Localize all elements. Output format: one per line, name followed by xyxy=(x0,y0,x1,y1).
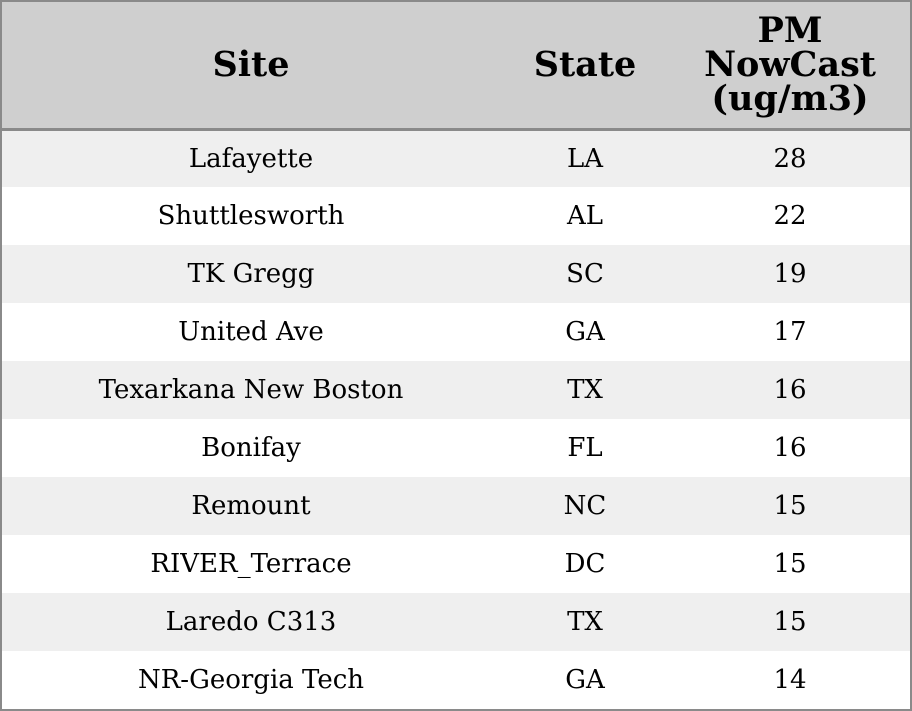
cell-site: Bonifay xyxy=(201,433,301,463)
table-row: TK Gregg SC 19 xyxy=(2,245,910,303)
table-row: Laredo C313 TX 15 xyxy=(2,593,910,651)
cell-site: Shuttlesworth xyxy=(157,201,345,231)
cell-state: TX xyxy=(567,607,603,637)
cell-pm-nowcast: 17 xyxy=(773,317,807,347)
table-header: Site State PM NowCast (ug/m3) xyxy=(2,2,910,131)
cell-site: Texarkana New Boston xyxy=(98,375,404,405)
cell-pm-nowcast: 28 xyxy=(773,143,807,174)
header-state: State xyxy=(500,2,670,131)
cell-pm-nowcast: 14 xyxy=(773,665,807,695)
cell-state: DC xyxy=(564,549,606,579)
table-row: RIVER_Terrace DC 15 xyxy=(2,535,910,593)
table-row: Bonifay FL 16 xyxy=(2,419,910,477)
cell-site: Lafayette xyxy=(188,143,314,174)
cell-pm-nowcast: 16 xyxy=(773,433,807,463)
cell-site: NR-Georgia Tech xyxy=(137,665,365,695)
header-site: Site xyxy=(2,2,500,131)
cell-state: GA xyxy=(565,665,605,695)
cell-pm-nowcast: 16 xyxy=(773,375,807,405)
cell-site: TK Gregg xyxy=(187,259,315,289)
table-row: NR-Georgia Tech GA 14 xyxy=(2,651,910,709)
cell-site: RIVER_Terrace xyxy=(150,549,352,579)
cell-state: GA xyxy=(565,317,605,347)
cell-state: SC xyxy=(566,259,604,289)
cell-state: AL xyxy=(566,201,604,231)
cell-pm-nowcast: 22 xyxy=(773,201,807,231)
cell-site: Laredo C313 xyxy=(165,607,337,637)
table-body: Lafayette LA 28 Shuttlesworth AL 22 TK Gregg SC… xyxy=(2,129,910,709)
header-pm-nowcast-line-3: (ug/m3) xyxy=(711,77,869,119)
cell-state: NC xyxy=(563,491,607,521)
table-row: Texarkana New Boston TX 16 xyxy=(2,361,910,419)
table-row: Shuttlesworth AL 22 xyxy=(2,187,910,245)
header-pm-nowcast-line-1: PM xyxy=(757,9,823,51)
header-pm-nowcast: PM NowCast (ug/m3) xyxy=(670,2,910,131)
cell-state: TX xyxy=(567,375,603,405)
cell-site: Remount xyxy=(191,491,311,521)
cell-site: United Ave xyxy=(178,317,324,347)
cell-state: LA xyxy=(566,143,604,174)
cell-pm-nowcast: 15 xyxy=(773,549,807,579)
cell-pm-nowcast: 15 xyxy=(773,607,807,637)
table-row: Lafayette LA 28 xyxy=(2,129,910,187)
table-row: United Ave GA 17 xyxy=(2,303,910,361)
cell-pm-nowcast: 19 xyxy=(773,259,807,289)
table-row: Remount NC 15 xyxy=(2,477,910,535)
header-row: Site State PM NowCast (ug/m3) xyxy=(2,2,910,131)
cell-state: FL xyxy=(567,433,603,463)
header-pm-nowcast-line-2: NowCast xyxy=(704,43,876,85)
cell-pm-nowcast: 15 xyxy=(773,491,807,521)
